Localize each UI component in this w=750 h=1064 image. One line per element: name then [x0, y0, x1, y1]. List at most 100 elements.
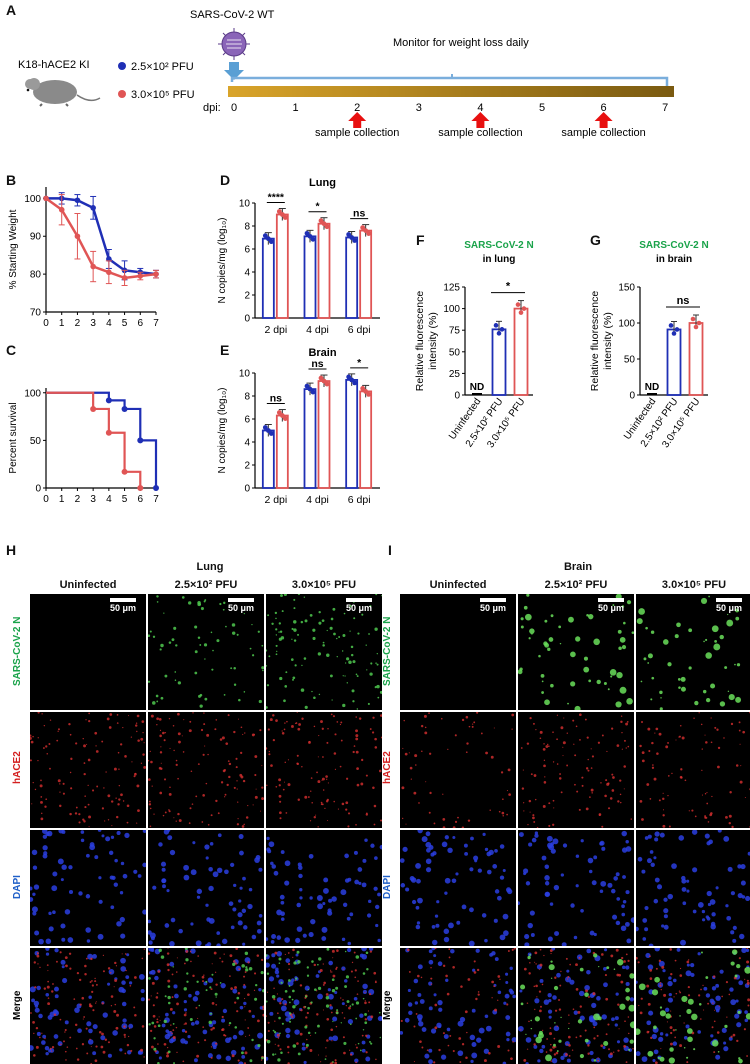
survival-point — [121, 405, 128, 412]
lung-micrograph — [266, 830, 382, 946]
brain-copies-dot — [310, 389, 316, 395]
weight-xtick: 6 — [138, 318, 144, 329]
mouse-icon — [25, 78, 101, 107]
lung-copies-dot — [324, 224, 330, 230]
weight-ytick: 100 — [24, 194, 41, 205]
brain-micrograph — [636, 712, 750, 828]
virus-label: SARS-CoV-2 WT — [190, 9, 275, 21]
weight-point — [121, 275, 128, 281]
weight-xtick: 4 — [106, 318, 112, 329]
panel-label-g: G — [590, 232, 601, 248]
lung-copies-dot — [349, 235, 355, 240]
weight-xtick: 1 — [59, 318, 65, 329]
brain-row-label: SARS-CoV-2 N — [382, 616, 393, 686]
brain-copies-bar — [359, 390, 373, 489]
brain-copies-ytick: 8 — [244, 392, 250, 403]
brain-row-label: DAPI — [382, 875, 393, 900]
survival-xtick: 4 — [106, 494, 112, 505]
brain-copies-sig: ns — [311, 358, 323, 370]
brain-copies-title: Brain — [308, 347, 336, 359]
brain-copies-ylabel: N copies/mg (log₁₀) — [217, 388, 228, 474]
lung-copies-dot — [262, 233, 268, 239]
weight-point — [137, 273, 144, 279]
lung-copies-dot — [360, 225, 366, 230]
lung-copies-dot — [363, 228, 369, 233]
panel-label-f: F — [416, 232, 425, 248]
survival-ytick: 0 — [35, 484, 41, 495]
chart-lung-copies: 0 2 4 6 8 10 N copies/mg (log₁₀) Lung 2 dpi **** 4… — [217, 177, 380, 336]
lung-copies-dot — [268, 239, 274, 245]
brain-fluor-sig: ns — [677, 295, 690, 307]
lung-fluor-nd: ND — [470, 382, 484, 393]
lung-micrograph — [148, 830, 264, 946]
lung-column-head: 3.0×10⁵ PFU — [291, 579, 357, 591]
weight-point — [90, 263, 96, 270]
brain-copies-dot — [318, 375, 324, 381]
lung-copies-ytick: 6 — [244, 245, 250, 256]
brain-micrograph — [518, 830, 634, 946]
brain-copies-dot — [366, 392, 372, 397]
lung-fluor-dot — [521, 306, 527, 311]
lung-micrograph: 50 μm — [148, 594, 264, 710]
sample-arrow-day-4 — [471, 112, 490, 128]
lung-row-label: Merge — [12, 990, 23, 1020]
lung-fluor-dot — [496, 331, 502, 336]
brain-copies-ytick: 6 — [244, 415, 250, 426]
brain-column-head: Uninfected — [429, 579, 487, 591]
lung-copies-dot — [279, 212, 285, 217]
lung-row-label: hACE2 — [12, 751, 23, 784]
svg-text:Relative fluorescence: Relative fluorescence — [414, 291, 426, 392]
lung-fluor-dot — [518, 310, 524, 315]
survival-xtick: 5 — [122, 494, 128, 505]
lung-copies-sig: **** — [268, 192, 285, 204]
brain-row-label: Merge — [382, 990, 393, 1020]
brain-copies-dot — [268, 431, 274, 436]
svg-text:Relative fluorescence: Relative fluorescence — [589, 291, 601, 392]
brain-copies-bar — [261, 429, 275, 489]
survival-xtick: 1 — [59, 494, 65, 505]
brain-copies-dot — [279, 413, 285, 418]
brain-copies-dot — [265, 428, 271, 433]
lung-micrograph: 50 μm — [30, 594, 146, 710]
lung-micrograph: 50 μm — [266, 594, 382, 710]
weight-point — [153, 271, 159, 277]
lung-row-label: SARS-CoV-2 N — [12, 616, 23, 686]
brain-copies-ytick: 10 — [239, 369, 251, 380]
brain-copies-dot — [324, 381, 330, 387]
brain-micrograph — [636, 948, 750, 1064]
lung-copies-sig: * — [315, 201, 320, 213]
lung-micrograph — [30, 712, 146, 828]
scale-bar: 50 μm — [476, 598, 510, 613]
timeline-day-5: 5 — [539, 102, 545, 114]
sample-label-day-6: sample collection — [561, 127, 645, 139]
weight-xtick: 7 — [153, 318, 159, 329]
survival-ytick: 50 — [30, 436, 42, 447]
brain-copies-ytick: 0 — [244, 484, 250, 495]
lung-fluor-dot — [515, 302, 521, 307]
weight-ytick: 90 — [30, 232, 42, 243]
chart-lung-fluorescence: 0 25 50 75 100 125 Relative fluorescence intens… — [414, 240, 534, 450]
brain-micrograph — [636, 830, 750, 946]
brain-micrograph — [400, 712, 516, 828]
brain-micrograph: 50 μm — [518, 594, 634, 710]
lung-micrograph — [266, 948, 382, 1064]
lung-fluor-sig: * — [506, 281, 511, 293]
timeline-panel: K18-hACE2 KI 2.5×10² PFU 3.0×10⁵ PFU SAR… — [18, 9, 674, 139]
survival-ylabel: Percent survival — [8, 402, 19, 473]
timeline-day-4: 4 — [477, 102, 483, 114]
lung-fluor-bar — [491, 328, 507, 396]
weight-point — [74, 197, 81, 204]
lung-copies-category: 4 dpi — [306, 324, 329, 336]
timeline-day-2: 2 — [354, 102, 360, 114]
lung-copies-ylabel: N copies/mg (log₁₀) — [217, 218, 228, 304]
brain-copies-ytick: 2 — [244, 461, 250, 472]
monitor-label: Monitor for weight loss daily — [393, 37, 529, 49]
lung-copies-bar — [275, 213, 289, 319]
weight-point — [90, 205, 96, 211]
brain-copies-dot — [352, 380, 358, 386]
lung-micrograph — [30, 830, 146, 946]
brain-copies-dot — [321, 378, 327, 384]
lung-micrograph — [266, 712, 382, 828]
dose-high-marker — [118, 90, 126, 98]
brain-fluor-bar — [666, 328, 682, 396]
